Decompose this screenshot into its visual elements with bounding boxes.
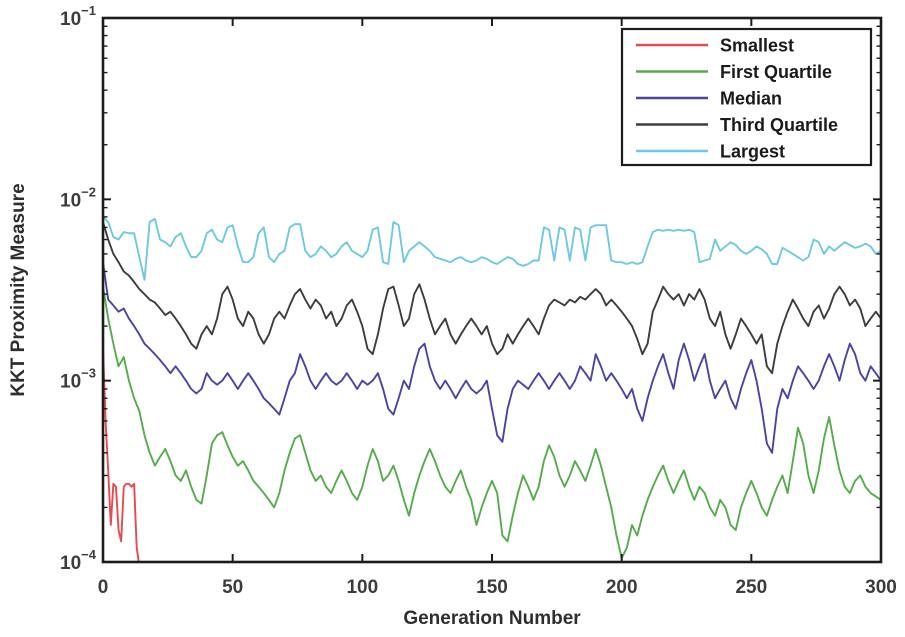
legend-label: Largest bbox=[720, 142, 785, 162]
legend-item-first-quartile: First Quartile bbox=[636, 62, 832, 82]
legend: Smallest First Quartile Median Third Quarti… bbox=[620, 27, 873, 167]
legend-item-largest: Largest bbox=[636, 142, 785, 162]
series-group bbox=[102, 215, 882, 563]
legend-label: Third Quartile bbox=[720, 115, 838, 135]
legend-label: First Quartile bbox=[720, 62, 832, 82]
series-line-smallest bbox=[102, 347, 140, 563]
x-tick-label: 250 bbox=[735, 577, 767, 598]
legend-item-third-quartile: Third Quartile bbox=[636, 115, 838, 135]
x-axis: 0 50 100 150 200 250 300 bbox=[98, 18, 897, 598]
y-tick-label: 10−1 bbox=[60, 3, 96, 30]
legend-label: Median bbox=[720, 89, 782, 109]
series-line-first-quartile bbox=[102, 285, 882, 560]
x-tick-label: 200 bbox=[606, 577, 638, 598]
series-line-median bbox=[102, 261, 882, 454]
y-tick-label: 10−3 bbox=[60, 366, 96, 393]
y-minor-ticks bbox=[103, 25, 881, 509]
x-tick-label: 50 bbox=[222, 577, 243, 598]
legend-item-median: Median bbox=[636, 89, 782, 109]
x-axis-title: Generation Number bbox=[403, 608, 581, 629]
legend-label: Smallest bbox=[720, 36, 794, 56]
y-tick-label: 10−4 bbox=[60, 547, 97, 574]
y-tick-label: 10−2 bbox=[60, 184, 96, 211]
series-line-largest bbox=[102, 215, 882, 281]
x-tick-label: 0 bbox=[98, 577, 109, 598]
y-axis: 10−1 10−2 10−3 10−4 bbox=[60, 3, 881, 574]
y-axis-title: KKT Proximity Measure bbox=[8, 183, 29, 396]
x-tick-label: 150 bbox=[476, 577, 508, 598]
x-tick-label: 100 bbox=[346, 577, 378, 598]
legend-item-smallest: Smallest bbox=[636, 36, 794, 56]
x-tick-label: 300 bbox=[865, 577, 897, 598]
series-line-third-quartile bbox=[102, 221, 882, 375]
